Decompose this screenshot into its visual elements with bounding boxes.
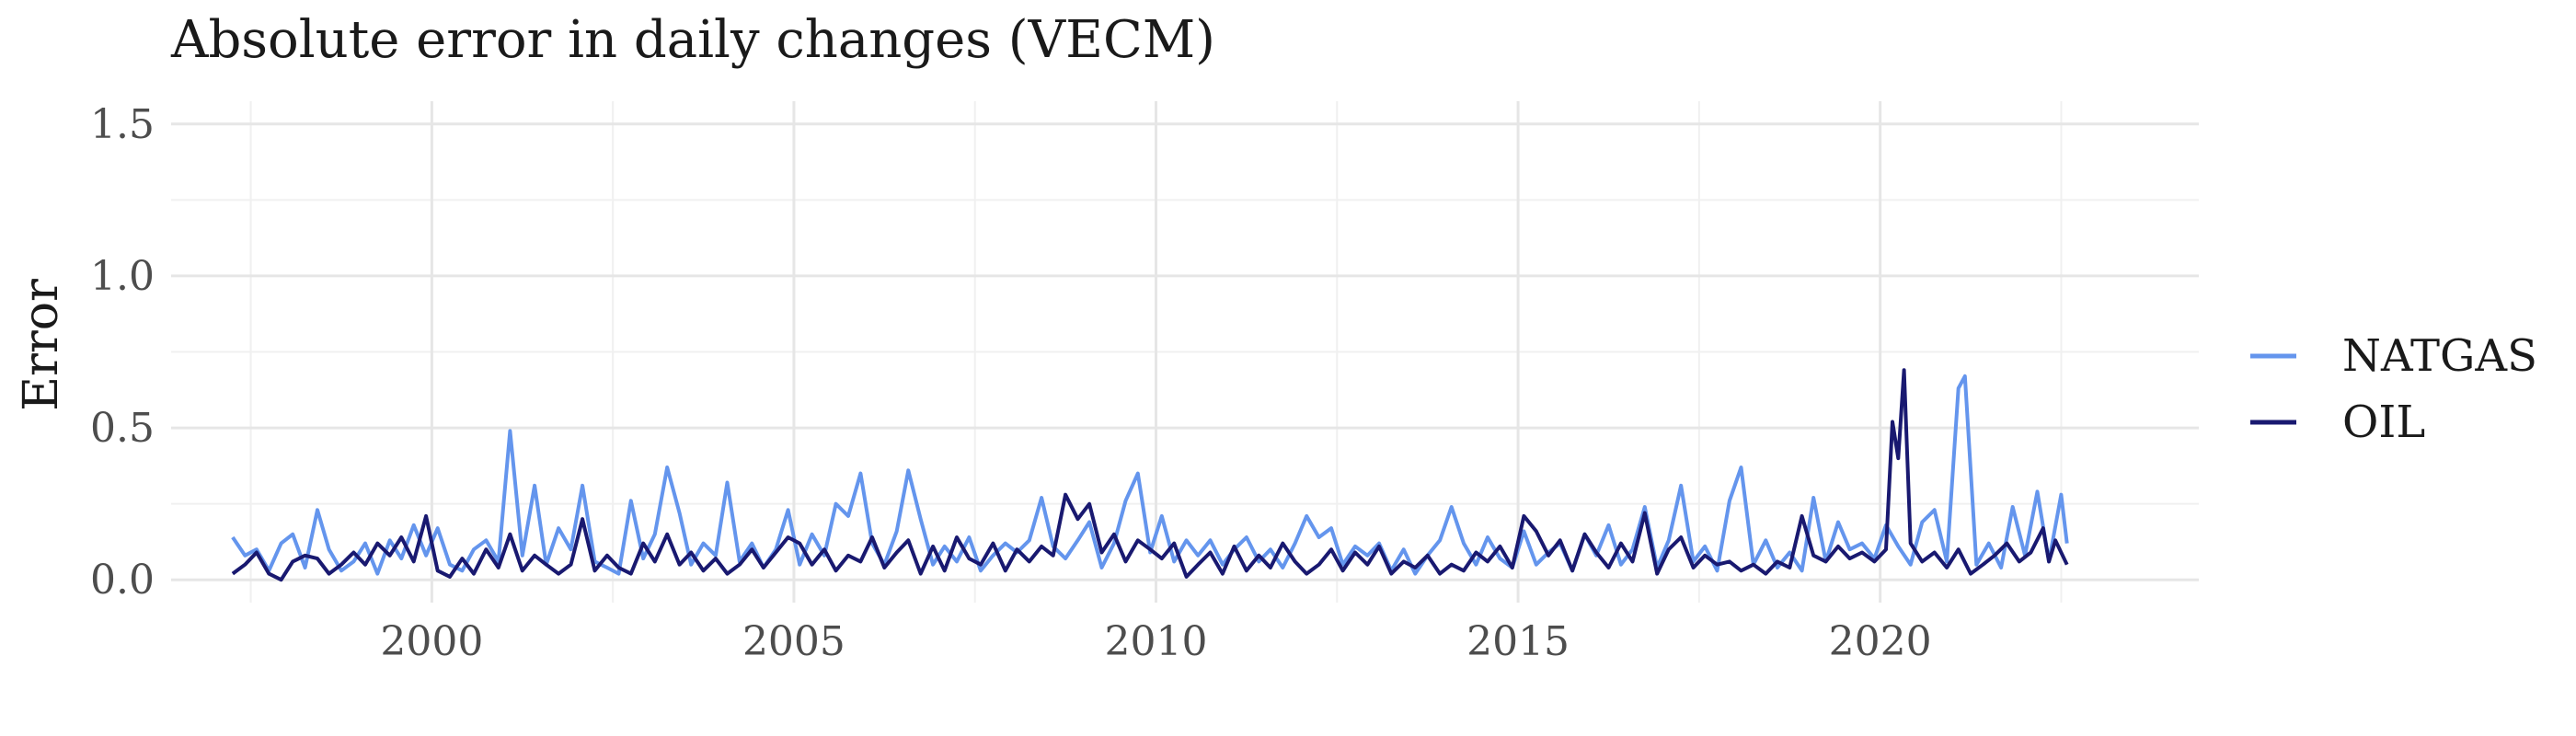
series-layer [231, 368, 2069, 582]
series-line-natgas [231, 374, 2069, 576]
y-tick-label: 1.0 [90, 253, 155, 300]
x-tick-label: 2005 [742, 618, 845, 665]
y-tick-label: 0.0 [90, 557, 155, 604]
x-axis-tick-labels: 2000 2005 2010 2015 2020 [380, 618, 1931, 665]
major-gridlines [171, 101, 2199, 603]
legend-label-natgas: NATGAS [2342, 330, 2537, 382]
x-tick-label: 2000 [380, 618, 483, 665]
legend-label-oil: OIL [2342, 397, 2425, 448]
x-tick-label: 2010 [1105, 618, 1208, 665]
y-tick-label: 0.5 [90, 405, 155, 452]
x-tick-label: 2015 [1466, 618, 1570, 665]
chart-title: Absolute error in daily changes (VECM) [170, 10, 1215, 70]
series-line-oil [231, 368, 2069, 582]
legend: NATGAS OIL [2250, 330, 2537, 448]
y-axis-title: Error [14, 279, 69, 411]
x-tick-label: 2020 [1829, 618, 1932, 665]
y-axis-tick-labels: 0.0 0.5 1.0 1.5 [90, 101, 155, 604]
minor-gridlines [171, 101, 2199, 603]
y-tick-label: 1.5 [90, 101, 155, 148]
